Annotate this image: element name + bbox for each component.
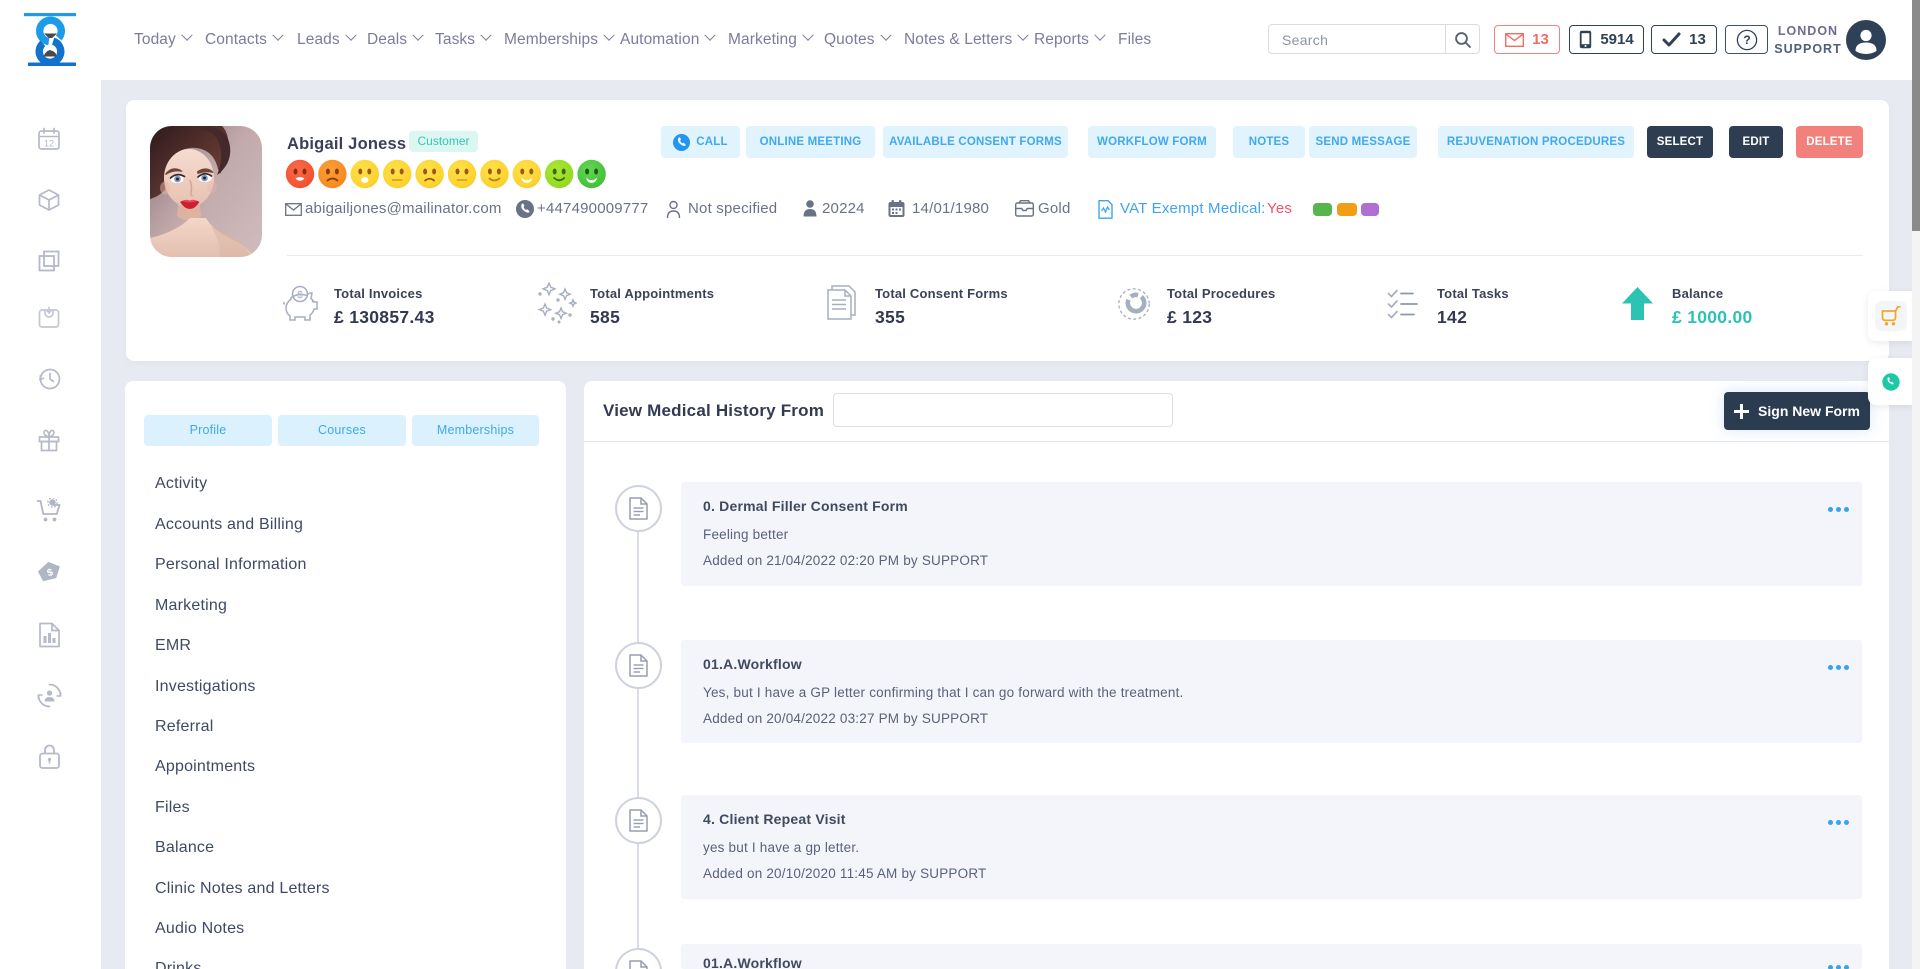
svg-text:$: $ — [46, 567, 55, 579]
svg-text:$: $ — [297, 290, 303, 301]
svg-text:?: ? — [1743, 33, 1750, 47]
svg-text:12: 12 — [44, 139, 54, 149]
